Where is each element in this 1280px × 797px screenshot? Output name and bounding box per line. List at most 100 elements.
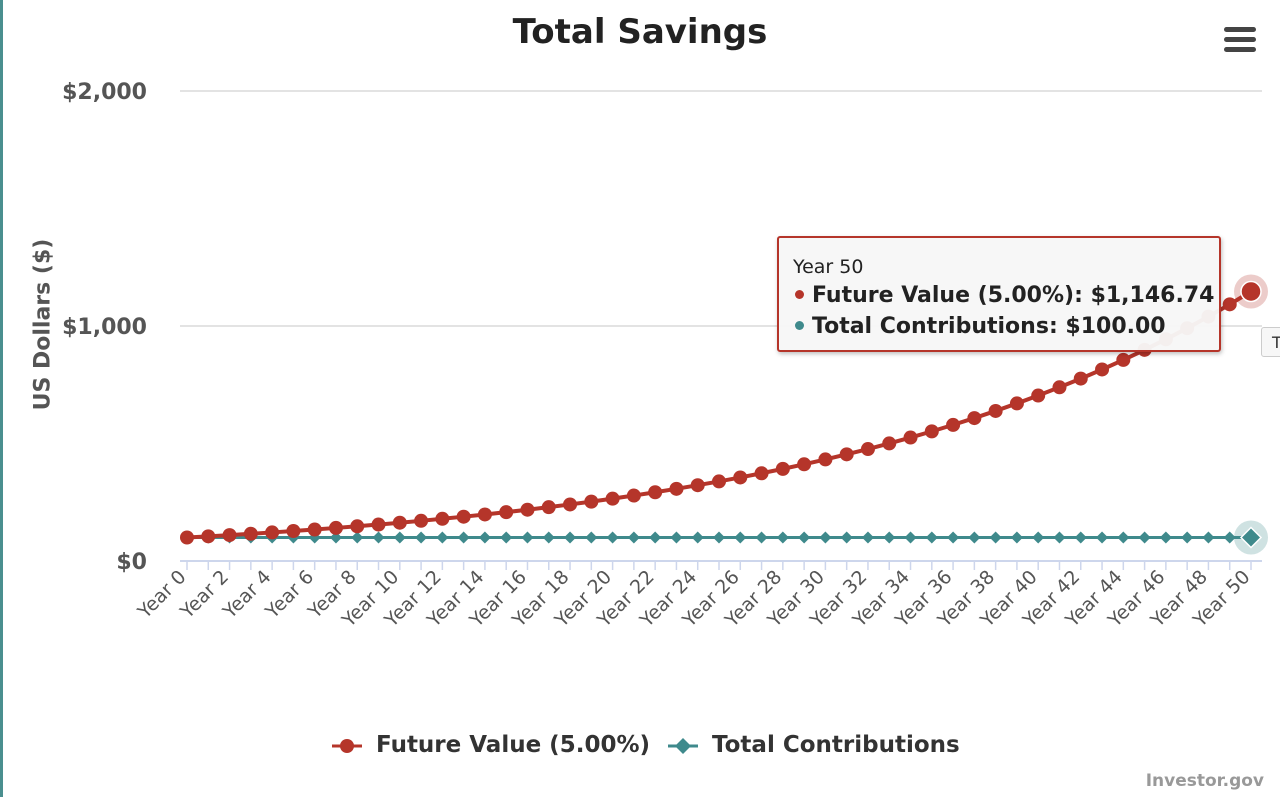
data-point-contributions[interactable]: [649, 531, 662, 544]
data-point-future-value[interactable]: [584, 494, 599, 509]
data-point-future-value[interactable]: [414, 513, 429, 528]
data-point-future-value[interactable]: [392, 515, 407, 530]
data-point-future-value[interactable]: [988, 403, 1003, 418]
data-point-contributions[interactable]: [734, 531, 747, 544]
data-point-future-value[interactable]: [648, 485, 663, 500]
data-point-future-value[interactable]: [1116, 352, 1131, 367]
data-point-future-value[interactable]: [626, 488, 641, 503]
data-point-contributions[interactable]: [798, 531, 811, 544]
data-point-contributions[interactable]: [947, 531, 960, 544]
data-point-future-value[interactable]: [1240, 280, 1262, 303]
data-point-future-value[interactable]: [180, 530, 194, 545]
data-point-contributions[interactable]: [329, 531, 342, 544]
data-point-contributions[interactable]: [585, 531, 598, 544]
data-point-contributions[interactable]: [840, 531, 853, 544]
data-point-contributions[interactable]: [1239, 526, 1263, 549]
credit-link[interactable]: Investor.gov: [1145, 771, 1264, 791]
data-point-contributions[interactable]: [989, 531, 1002, 544]
legend-item-future-value[interactable]: Future Value (5.00%): [330, 730, 650, 762]
data-point-future-value[interactable]: [754, 466, 769, 481]
data-point-future-value[interactable]: [924, 424, 939, 439]
tooltip-label-contributions: Total Contributions: [812, 314, 1049, 339]
data-point-contributions[interactable]: [1074, 531, 1087, 544]
data-point-contributions[interactable]: [478, 531, 491, 544]
data-point-contributions[interactable]: [904, 531, 917, 544]
data-point-future-value[interactable]: [371, 517, 386, 532]
data-point-future-value[interactable]: [477, 507, 492, 522]
data-point-contributions[interactable]: [925, 531, 938, 544]
data-point-future-value[interactable]: [839, 447, 854, 462]
data-point-future-value[interactable]: [967, 411, 982, 426]
data-point-future-value[interactable]: [690, 478, 705, 493]
data-point-contributions[interactable]: [861, 531, 874, 544]
data-point-future-value[interactable]: [328, 520, 343, 535]
data-point-contributions[interactable]: [968, 531, 981, 544]
data-point-future-value[interactable]: [733, 470, 748, 485]
data-point-contributions[interactable]: [713, 531, 725, 544]
tooltip-label-future-value: Future Value (5.00%): [812, 283, 1075, 308]
data-point-future-value[interactable]: [265, 525, 280, 540]
data-point-future-value[interactable]: [307, 522, 322, 537]
data-point-future-value[interactable]: [499, 505, 514, 520]
data-point-future-value[interactable]: [286, 524, 301, 539]
data-point-future-value[interactable]: [520, 502, 535, 517]
data-point-future-value[interactable]: [860, 442, 875, 457]
data-point-contributions[interactable]: [436, 531, 449, 544]
data-point-future-value[interactable]: [201, 529, 216, 544]
data-point-future-value[interactable]: [563, 497, 578, 512]
data-point-contributions[interactable]: [1032, 531, 1045, 544]
legend-item-contributions[interactable]: Total Contributions: [666, 730, 966, 762]
data-point-contributions[interactable]: [627, 531, 640, 544]
data-point-future-value[interactable]: [1031, 388, 1046, 403]
data-point-contributions[interactable]: [1096, 531, 1109, 544]
data-point-contributions[interactable]: [1159, 531, 1172, 544]
data-point-future-value[interactable]: [541, 500, 556, 515]
data-point-contributions[interactable]: [1053, 531, 1066, 544]
data-point-contributions[interactable]: [1202, 531, 1215, 544]
data-point-contributions[interactable]: [564, 531, 577, 544]
data-point-contributions[interactable]: [1117, 531, 1130, 544]
hamburger-menu-icon[interactable]: [1221, 24, 1259, 58]
data-point-contributions[interactable]: [670, 531, 683, 544]
data-point-future-value[interactable]: [946, 417, 961, 432]
data-point-future-value[interactable]: [243, 526, 258, 541]
data-point-future-value[interactable]: [882, 436, 897, 451]
data-point-contributions[interactable]: [351, 531, 364, 544]
data-point-contributions[interactable]: [606, 531, 619, 544]
data-point-contributions[interactable]: [1010, 531, 1023, 544]
data-point-future-value[interactable]: [605, 491, 620, 506]
data-point-contributions[interactable]: [457, 531, 470, 544]
tooltip-value-contributions: $100.00: [1065, 314, 1166, 339]
data-point-contributions[interactable]: [691, 531, 704, 544]
data-point-future-value[interactable]: [456, 509, 471, 524]
data-point-future-value[interactable]: [797, 457, 812, 472]
data-point-future-value[interactable]: [435, 511, 450, 526]
data-point-future-value[interactable]: [222, 528, 237, 543]
data-point-future-value[interactable]: [1073, 371, 1088, 386]
data-point-future-value[interactable]: [712, 474, 726, 489]
data-point-future-value[interactable]: [818, 452, 833, 467]
data-point-contributions[interactable]: [372, 531, 385, 544]
data-point-contributions[interactable]: [542, 531, 555, 544]
data-point-contributions[interactable]: [1181, 531, 1194, 544]
data-point-future-value[interactable]: [1052, 380, 1067, 395]
data-point-contributions[interactable]: [393, 531, 406, 544]
data-point-future-value[interactable]: [1009, 396, 1024, 411]
data-point-future-value[interactable]: [1222, 297, 1237, 312]
data-point-future-value[interactable]: [1095, 362, 1110, 377]
data-point-contributions[interactable]: [500, 531, 513, 544]
data-point-future-value[interactable]: [669, 481, 684, 496]
data-point-future-value[interactable]: [350, 519, 365, 534]
data-point-contributions[interactable]: [415, 531, 428, 544]
data-point-contributions[interactable]: [1223, 531, 1236, 544]
tooltip-row-future-value: Future Value (5.00%): $1,146.74: [793, 280, 1219, 311]
data-point-contributions[interactable]: [755, 531, 768, 544]
data-point-contributions[interactable]: [1138, 531, 1151, 544]
data-point-contributions[interactable]: [521, 531, 534, 544]
data-point-contributions[interactable]: [819, 531, 832, 544]
data-point-contributions[interactable]: [883, 531, 896, 544]
data-point-future-value[interactable]: [903, 430, 918, 445]
data-point-contributions[interactable]: [776, 531, 789, 544]
data-point-future-value[interactable]: [775, 461, 790, 476]
